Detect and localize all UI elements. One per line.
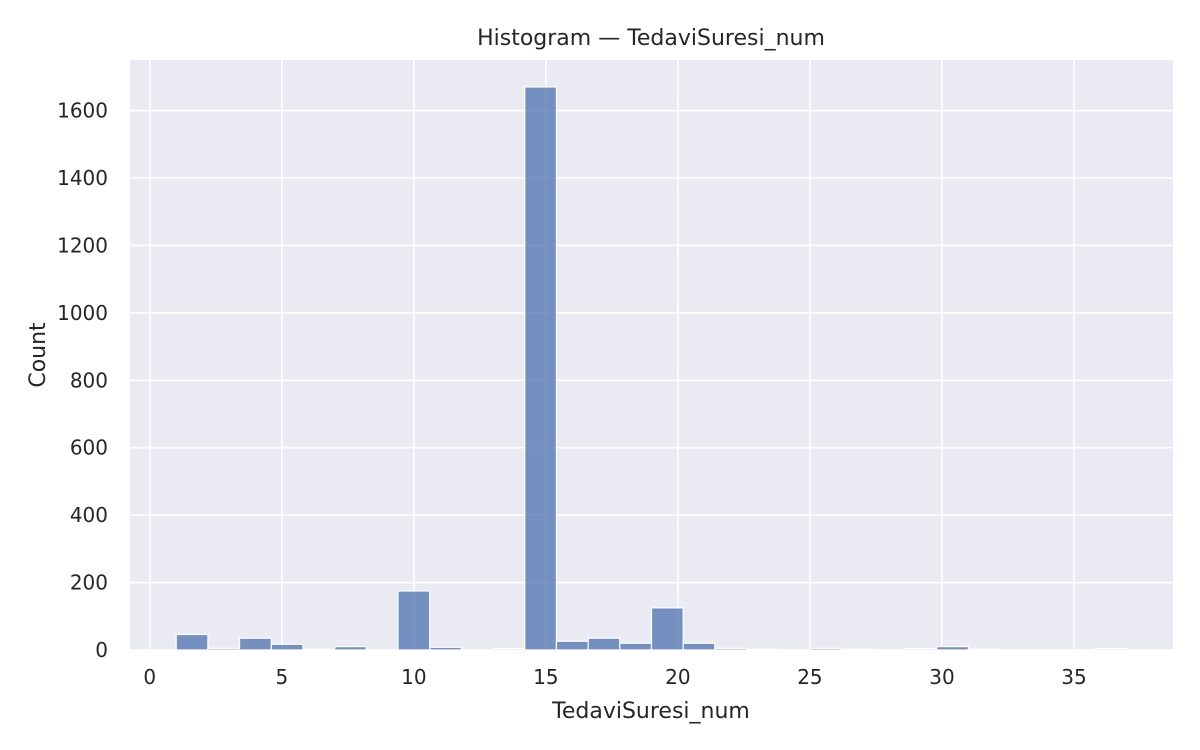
y-axis-label: Count [26, 322, 51, 388]
x-tick-label: 5 [275, 665, 288, 689]
x-tick-label: 35 [1061, 665, 1086, 689]
grid-lines [130, 60, 1173, 651]
histogram-bars [175, 86, 1128, 651]
histogram-bar [587, 637, 621, 651]
histogram-bar [238, 637, 272, 651]
y-tick-label: 1000 [57, 301, 108, 325]
histogram-bar [270, 643, 304, 651]
y-tick-label: 800 [70, 368, 108, 392]
histogram-bar [302, 648, 336, 651]
x-axis-label: TedaviSuresi_num [551, 699, 750, 724]
histogram-bar [682, 642, 716, 651]
histogram-bar [650, 607, 684, 651]
y-tick-label: 1400 [57, 166, 108, 190]
histogram-bar [397, 590, 431, 651]
plot-area [130, 60, 1173, 650]
histogram-bar [429, 646, 462, 651]
x-axis-ticks: 0 5 10 15 20 25 30 35 [143, 665, 1086, 689]
histogram-bar [207, 647, 241, 651]
histogram-bar [967, 648, 1001, 651]
histogram-bar [809, 647, 843, 651]
y-tick-label: 1200 [57, 233, 108, 257]
x-tick-label: 25 [797, 665, 822, 689]
x-tick-label: 15 [533, 665, 558, 689]
histogram-bar [841, 648, 874, 651]
histogram-bar [524, 86, 558, 651]
y-tick-label: 200 [70, 571, 108, 595]
histogram-bar [555, 640, 589, 651]
chart-title: Histogram — TedaviSuresi_num [477, 26, 825, 51]
x-tick-label: 10 [401, 665, 426, 689]
y-tick-label: 1600 [57, 99, 108, 123]
y-tick-label: 0 [95, 638, 108, 662]
y-tick-label: 600 [70, 436, 108, 460]
histogram-bar [904, 648, 938, 651]
histogram-bar [492, 648, 526, 651]
y-axis-ticks: 0 200 400 600 800 1000 1200 1400 1600 [57, 99, 108, 662]
histogram-bar [175, 633, 209, 651]
x-tick-label: 20 [665, 665, 690, 689]
histogram-bar [745, 648, 779, 651]
histogram-bar [1094, 648, 1128, 651]
x-tick-label: 30 [929, 665, 954, 689]
x-tick-label: 0 [143, 665, 156, 689]
histogram-bar [334, 646, 367, 651]
histogram-bar [619, 642, 653, 651]
histogram-bar [714, 647, 748, 651]
y-tick-label: 400 [70, 503, 108, 527]
histogram-bar [936, 646, 969, 651]
